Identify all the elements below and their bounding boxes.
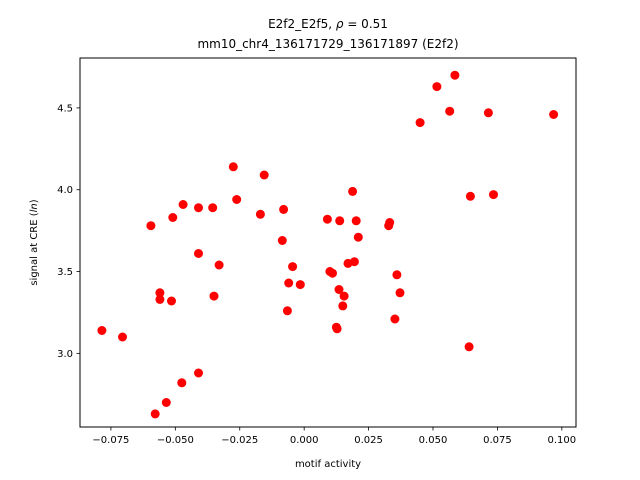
data-point-4 bbox=[155, 288, 165, 298]
data-point-50 bbox=[464, 342, 474, 352]
data-point-33 bbox=[335, 216, 345, 226]
data-point-3 bbox=[150, 409, 160, 419]
points-layer bbox=[97, 70, 559, 419]
data-point-12 bbox=[194, 249, 203, 258]
x-tick-label: 0.025 bbox=[354, 435, 383, 446]
data-point-52 bbox=[483, 108, 493, 118]
data-point-45 bbox=[395, 288, 405, 298]
x-tick-label: −0.025 bbox=[221, 435, 258, 446]
data-point-1 bbox=[118, 332, 127, 342]
data-point-16 bbox=[214, 260, 224, 270]
data-point-38 bbox=[349, 257, 359, 267]
data-point-26 bbox=[295, 280, 305, 290]
data-point-5 bbox=[155, 294, 165, 304]
data-point-6 bbox=[161, 398, 171, 407]
data-point-13 bbox=[194, 368, 203, 378]
data-point-19 bbox=[255, 209, 265, 219]
data-point-2 bbox=[146, 221, 156, 231]
data-point-51 bbox=[465, 191, 475, 201]
data-point-46 bbox=[415, 118, 425, 128]
x-tick-label: −0.050 bbox=[157, 435, 194, 446]
chart-title-line-1: E2f2_E2f5, ρ = 0.51 bbox=[268, 17, 388, 31]
data-point-25 bbox=[288, 262, 298, 272]
y-axis-label: signal at CRE (ln) bbox=[29, 199, 40, 285]
data-point-10 bbox=[178, 200, 188, 209]
x-tick-label: 0.100 bbox=[548, 435, 577, 446]
data-point-53 bbox=[489, 190, 498, 200]
data-point-49 bbox=[450, 70, 460, 80]
data-point-44 bbox=[392, 270, 402, 280]
data-point-22 bbox=[279, 204, 289, 214]
data-point-37 bbox=[348, 186, 358, 196]
data-point-42 bbox=[385, 218, 395, 227]
y-tick-label: 3.5 bbox=[57, 267, 73, 278]
y-tick-label: 4.0 bbox=[57, 185, 73, 196]
y-tick-label: 4.5 bbox=[57, 103, 73, 114]
data-point-11 bbox=[194, 203, 203, 213]
data-point-8 bbox=[168, 213, 178, 222]
data-point-40 bbox=[353, 232, 363, 242]
data-point-31 bbox=[332, 324, 342, 334]
x-tick-label: 0.075 bbox=[483, 435, 512, 446]
plot-frame bbox=[79, 57, 577, 428]
data-point-29 bbox=[328, 268, 337, 278]
data-point-23 bbox=[282, 306, 292, 316]
y-axis-ticks: 3.0 3.5 4.0 4.5 bbox=[57, 103, 80, 360]
data-point-18 bbox=[232, 195, 242, 204]
data-point-14 bbox=[208, 203, 218, 213]
data-point-48 bbox=[445, 106, 455, 116]
data-point-7 bbox=[167, 296, 176, 306]
data-point-34 bbox=[338, 301, 348, 311]
data-point-27 bbox=[322, 214, 332, 224]
data-point-39 bbox=[351, 216, 361, 226]
data-point-15 bbox=[209, 291, 219, 301]
x-tick-label: 0.000 bbox=[290, 435, 319, 446]
data-point-32 bbox=[334, 285, 344, 294]
x-tick-label: −0.075 bbox=[92, 435, 129, 446]
data-point-21 bbox=[277, 236, 287, 245]
data-point-24 bbox=[284, 278, 294, 288]
x-axis-ticks: −0.075 −0.050 −0.025 0.000 0.025 0.050 0.075 0.… bbox=[92, 427, 576, 446]
data-point-43 bbox=[390, 314, 400, 324]
data-point-9 bbox=[177, 378, 187, 388]
data-point-47 bbox=[432, 82, 442, 92]
chart-title-line-2: mm10_chr4_136171729_136171897 (E2f2) bbox=[197, 37, 458, 51]
data-point-17 bbox=[228, 162, 238, 172]
data-point-0 bbox=[97, 326, 107, 335]
y-tick-label: 3.0 bbox=[57, 349, 73, 360]
data-point-35 bbox=[339, 291, 349, 301]
data-point-54 bbox=[549, 110, 559, 119]
x-tick-label: 0.050 bbox=[419, 435, 448, 446]
data-point-20 bbox=[259, 170, 269, 180]
x-axis-label: motif activity bbox=[295, 459, 361, 470]
